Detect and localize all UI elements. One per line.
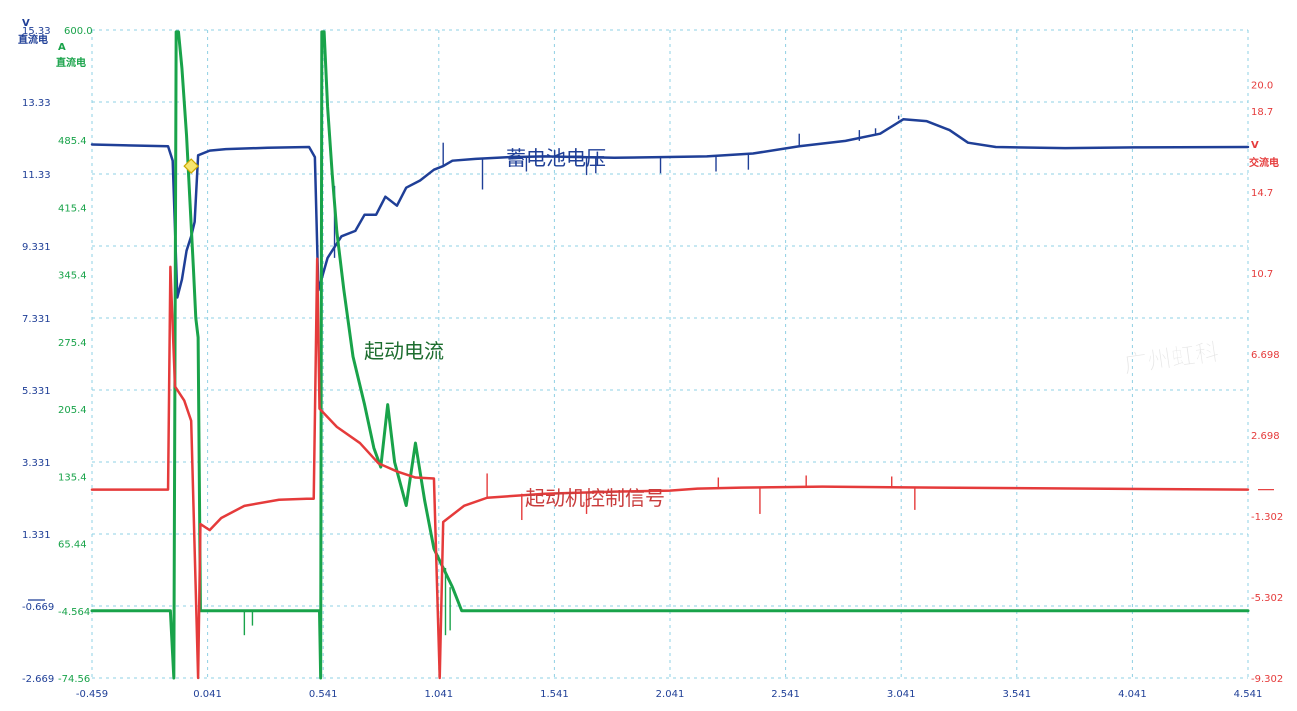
marker-layer (183, 158, 200, 174)
battery-axis-tick-label: 1.331 (22, 530, 51, 541)
battery-annotation: 蓄电池电压 (506, 146, 606, 170)
battery-axis-tick-label: 7.331 (22, 314, 51, 325)
battery-axis-tick-label: 3.331 (22, 458, 51, 469)
left-axis-name: 直流电 (18, 33, 48, 46)
signal-axis-tick-label: 14.7 (1251, 188, 1273, 199)
grid-layer (91, 29, 1249, 679)
current-axis-tick-label: 205.4 (58, 405, 87, 416)
signal-axis-tick-label: -9.302 (1251, 674, 1283, 685)
x-axis-tick-label: -0.459 (76, 689, 108, 700)
x-axis-tick-label: 2.541 (771, 689, 800, 700)
current-axis-value-top: 600.0 (64, 26, 93, 37)
cursor-marker (183, 158, 200, 174)
series-layer (90, 30, 1250, 680)
signal-axis-tick-label: 18.7 (1251, 107, 1273, 118)
current-axis-unit: A (58, 42, 66, 53)
x-axis-tick-label: 1.541 (540, 689, 569, 700)
current-axis-tick-label: 65.44 (58, 540, 87, 551)
signal-axis-tick-label: -1.302 (1251, 512, 1283, 523)
x-axis-tick-label: 0.041 (193, 689, 222, 700)
x-axis-tick-label: 4.041 (1118, 689, 1147, 700)
left-axis-layer: V 直流电 600.0 A 直流电 15.33 13.33 11.33 9.331 7.… (18, 18, 93, 685)
current-axis-tick-label: -74.56 (58, 674, 90, 685)
current-axis-name: 直流电 (56, 56, 86, 69)
x-axis-tick-label: 2.041 (656, 689, 685, 700)
current-axis-tick-label: 345.4 (58, 271, 87, 282)
signal-axis-tick-label: 20.0 (1251, 81, 1273, 92)
current-series-line (90, 30, 1250, 680)
battery-series-line (90, 118, 1250, 299)
current-axis-tick-label: 275.4 (58, 338, 87, 349)
current-axis-tick-label: 485.4 (58, 136, 87, 147)
x-axis-tick-label: 3.541 (1002, 689, 1031, 700)
left-battery-ticks: 15.33 13.33 11.33 9.331 7.331 5.331 3.331 1.331… (22, 26, 54, 685)
left-axis-unit: V (22, 18, 30, 29)
battery-axis-tick-label: 13.33 (22, 98, 51, 109)
current-axis-tick-label: 415.4 (58, 203, 87, 214)
battery-axis-tick-label: -0.669 (22, 602, 54, 613)
right-axis-layer: V 交流电 20.0 18.7 14.7 10.7 6.698 2.698 -1.302 -5… (1249, 81, 1283, 685)
right-axis-unit: V (1251, 140, 1259, 151)
battery-axis-tick-label: -2.669 (22, 674, 54, 685)
x-axis-tick-label: 3.041 (887, 689, 916, 700)
current-axis-tick-label: -4.564 (58, 607, 90, 618)
battery-axis-tick-label: 11.33 (22, 170, 51, 181)
right-axis-name: 交流电 (1249, 156, 1279, 169)
bottom-axis-layer: -0.459 0.041 0.541 1.041 1.541 2.041 2.541 3.04… (76, 689, 1262, 700)
current-annotation: 起动电流 (364, 339, 444, 363)
current-axis-tick-label: 135.4 (58, 472, 87, 483)
signal-axis-tick-label: 6.698 (1251, 350, 1280, 361)
x-axis-tick-label: 4.541 (1234, 689, 1263, 700)
left-current-ticks: 485.4 415.4 345.4 275.4 205.4 135.4 65.44 -4.56… (58, 136, 90, 685)
battery-axis-tick-label: 15.33 (22, 26, 51, 37)
battery-axis-tick-label: 5.331 (22, 386, 51, 397)
signal-axis-tick-label: 2.698 (1251, 431, 1280, 442)
x-axis-tick-label: 0.541 (309, 689, 338, 700)
signal-axis-tick-label: -5.302 (1251, 593, 1283, 604)
signal-series-line (90, 257, 1250, 680)
x-axis-tick-label: 1.041 (424, 689, 453, 700)
signal-annotation: 起动机控制信号 (525, 486, 665, 510)
battery-axis-tick-label: 9.331 (22, 242, 51, 253)
watermark-logo: 广州虹科 (1122, 338, 1221, 379)
signal-axis-tick-label: 10.7 (1251, 269, 1273, 280)
right-signal-ticks: 20.0 18.7 14.7 10.7 6.698 2.698 -1.302 -5.302 -9… (1251, 81, 1283, 685)
